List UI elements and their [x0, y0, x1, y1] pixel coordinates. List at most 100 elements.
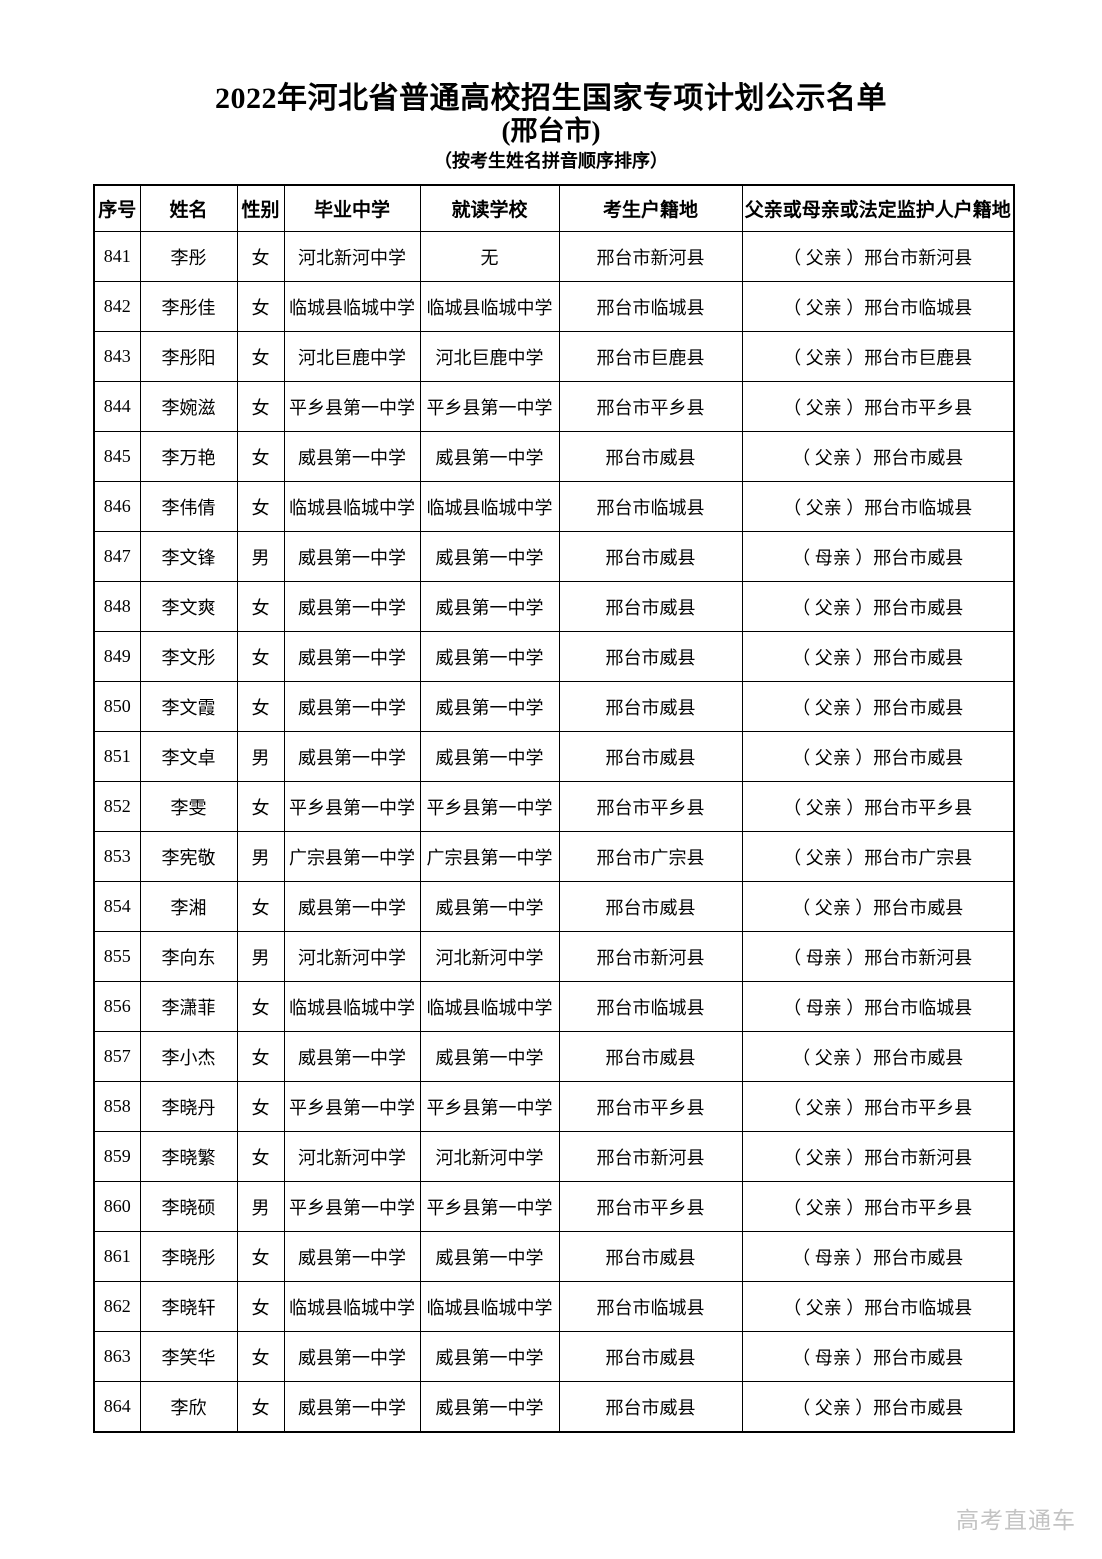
table-cell: 邢台市威县: [558, 731, 743, 782]
students-table: 序号 姓名 性别 毕业中学 就读学校 考生户籍地 父亲或母亲或法定监护人户籍地 841 李彤女…: [93, 184, 1015, 1433]
table-cell: 男: [236, 931, 285, 982]
table-cell: 临城县临城中学: [283, 281, 421, 332]
table-cell: 威县第一中学: [283, 731, 421, 782]
table-row: 855 李向东男河北新河中学 河北新河中学 邢台市新河县（ 母亲 ）邢台市新河县: [93, 931, 1015, 982]
table-cell: 威县第一中学: [419, 731, 560, 782]
table-cell: 河北新河中学: [283, 1131, 421, 1182]
table-cell: 平乡县第一中学: [419, 781, 560, 832]
table-cell: 李彤: [139, 231, 238, 282]
table-cell: 859: [93, 1131, 141, 1182]
table-row: 846 李伟倩女临城县临城中学 临城县临城中学 邢台市临城县（ 父亲 ）邢台市临城县: [93, 481, 1015, 532]
table-cell: 临城县临城中学: [419, 481, 560, 532]
table-cell: 男: [236, 1181, 285, 1232]
table-cell: 邢台市临城县: [558, 481, 743, 532]
table-cell: 854: [93, 881, 141, 932]
table-cell: 李彤佳: [139, 281, 238, 332]
table-cell: （ 父亲 ）邢台市新河县: [741, 231, 1015, 282]
table-cell: 李欣: [139, 1381, 238, 1433]
table-row: 842 李彤佳女临城县临城中学 临城县临城中学 邢台市临城县（ 父亲 ）邢台市临城县: [93, 281, 1015, 332]
table-cell: 威县第一中学: [419, 1381, 560, 1433]
table-cell: 847: [93, 531, 141, 582]
table-cell: 李文锋: [139, 531, 238, 582]
table-body: 841 李彤女河北新河中学无邢台市新河县（ 父亲 ）邢台市新河县 842 李彤佳女临城…: [93, 231, 1015, 1433]
table-cell: 856: [93, 981, 141, 1032]
column-header: 毕业中学: [283, 184, 421, 232]
table-cell: 849: [93, 631, 141, 682]
page-subtitle: (邢台市): [501, 116, 601, 146]
table-header-row: 序号 姓名 性别 毕业中学 就读学校 考生户籍地 父亲或母亲或法定监护人户籍地: [93, 184, 1015, 232]
table-cell: 860: [93, 1181, 141, 1232]
sort-note: （按考生姓名拼音顺序排序）: [434, 151, 668, 171]
table-cell: 男: [236, 831, 285, 882]
table-cell: （ 父亲 ）邢台市新河县: [741, 1131, 1015, 1182]
column-header: 父亲或母亲或法定监护人户籍地: [741, 184, 1015, 232]
table-cell: 威县第一中学: [283, 531, 421, 582]
table-row: 854 李湘女威县第一中学 威县第一中学 邢台市威县（ 父亲 ）邢台市威县: [93, 881, 1015, 932]
table-cell: （ 父亲 ）邢台市平乡县: [741, 1181, 1015, 1232]
table-cell: 女: [236, 281, 285, 332]
table-cell: （ 父亲 ）邢台市巨鹿县: [741, 331, 1015, 382]
table-cell: 李潇菲: [139, 981, 238, 1032]
table-cell: 威县第一中学: [283, 581, 421, 632]
table-cell: 李文霞: [139, 681, 238, 732]
table-cell: 临城县临城中学: [283, 1281, 421, 1332]
table-row: 863 李笑华女威县第一中学 威县第一中学 邢台市威县（ 母亲 ）邢台市威县: [93, 1331, 1015, 1382]
table-cell: 李笑华: [139, 1331, 238, 1382]
table-cell: 邢台市临城县: [558, 281, 743, 332]
table-cell: 邢台市广宗县: [558, 831, 743, 882]
table-cell: 女: [236, 1131, 285, 1182]
table-cell: 李湘: [139, 881, 238, 932]
table-cell: 邢台市威县: [558, 1331, 743, 1382]
table-cell: 平乡县第一中学: [283, 1181, 421, 1232]
table-cell: 邢台市巨鹿县: [558, 331, 743, 382]
table-row: 859 李晓繁女河北新河中学 河北新河中学 邢台市新河县（ 父亲 ）邢台市新河县: [93, 1131, 1015, 1182]
table-cell: 河北新河中学: [419, 931, 560, 982]
table-cell: 河北新河中学: [283, 931, 421, 982]
table-cell: 844: [93, 381, 141, 432]
table-cell: 河北新河中学: [283, 231, 421, 282]
table-cell: 威县第一中学: [419, 581, 560, 632]
column-header: 序号: [93, 184, 141, 232]
table-cell: 853: [93, 831, 141, 882]
table-cell: 邢台市威县: [558, 681, 743, 732]
table-cell: 850: [93, 681, 141, 732]
table-cell: 威县第一中学: [283, 681, 421, 732]
table-cell: （ 父亲 ）邢台市平乡县: [741, 1081, 1015, 1132]
table-cell: 李万艳: [139, 431, 238, 482]
table-cell: 河北新河中学: [419, 1131, 560, 1182]
table-cell: 平乡县第一中学: [419, 1081, 560, 1132]
table-row: 843 李彤阳女河北巨鹿中学 河北巨鹿中学 邢台市巨鹿县（ 父亲 ）邢台市巨鹿县: [93, 331, 1015, 382]
table-cell: 威县第一中学: [419, 631, 560, 682]
table-row: 850 李文霞女威县第一中学 威县第一中学 邢台市威县（ 父亲 ）邢台市威县: [93, 681, 1015, 732]
watermark: 高考直通车: [956, 1507, 1076, 1533]
table-cell: （ 母亲 ）邢台市威县: [741, 531, 1015, 582]
table-cell: 女: [236, 1081, 285, 1132]
table-cell: 平乡县第一中学: [419, 1181, 560, 1232]
table-cell: （ 父亲 ）邢台市临城县: [741, 481, 1015, 532]
table-cell: 威县第一中学: [283, 1031, 421, 1082]
table-cell: 李彤阳: [139, 331, 238, 382]
table-cell: 河北巨鹿中学: [283, 331, 421, 382]
table-cell: 临城县临城中学: [419, 981, 560, 1032]
table-cell: 女: [236, 781, 285, 832]
table-cell: 平乡县第一中学: [283, 781, 421, 832]
table-cell: （ 父亲 ）邢台市威县: [741, 731, 1015, 782]
table-cell: 842: [93, 281, 141, 332]
document-header: 2022年河北省普通高校招生国家专项计划公示名单 (邢台市) （按考生姓名拼音顺…: [0, 0, 1102, 171]
table-cell: 李晓轩: [139, 1281, 238, 1332]
table-cell: 女: [236, 431, 285, 482]
table-cell: 邢台市临城县: [558, 981, 743, 1032]
table-cell: （ 父亲 ）邢台市威县: [741, 1031, 1015, 1082]
table-cell: 威县第一中学: [419, 681, 560, 732]
table-cell: 邢台市威县: [558, 881, 743, 932]
table-cell: 841: [93, 231, 141, 282]
table-cell: 临城县临城中学: [283, 981, 421, 1032]
table-cell: 845: [93, 431, 141, 482]
table-cell: 威县第一中学: [283, 1381, 421, 1433]
table-cell: 李晓繁: [139, 1131, 238, 1182]
table-cell: （ 父亲 ）邢台市威县: [741, 431, 1015, 482]
table-row: 848 李文爽女威县第一中学 威县第一中学 邢台市威县（ 父亲 ）邢台市威县: [93, 581, 1015, 632]
table-row: 853 李宪敬男广宗县第一中学 广宗县第一中学 邢台市广宗县（ 父亲 ）邢台市广宗县: [93, 831, 1015, 882]
table-cell: 李晓硕: [139, 1181, 238, 1232]
